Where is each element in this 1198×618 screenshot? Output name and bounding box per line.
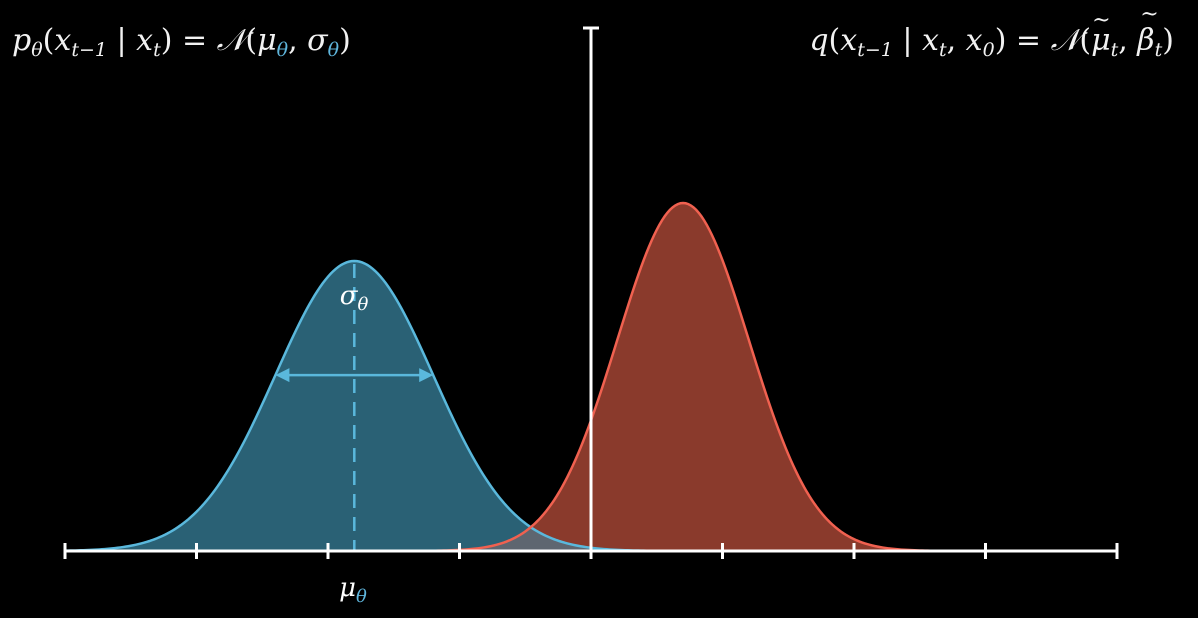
formula-beta-tilde-subscript: t bbox=[1154, 39, 1163, 61]
formula-q-x-prev-subscript: t−1 bbox=[857, 39, 893, 61]
formula-q-x-zero-subscript: 0 bbox=[982, 39, 995, 61]
formula-q-x-t: x bbox=[922, 23, 939, 58]
formula-q: q(xt−1 | xt, x0) = 𝒩(μt, βt) bbox=[809, 4, 1174, 60]
formula-mu: μ bbox=[257, 23, 277, 58]
arrow-left-head bbox=[275, 368, 290, 383]
formula-mu-tilde-subscript: t bbox=[1110, 39, 1119, 61]
formula-p-symbol: p bbox=[12, 23, 32, 58]
formula-x-prev: x bbox=[54, 23, 72, 58]
formula-q-x-t-subscript: t bbox=[938, 39, 947, 61]
formula-sigma: σ bbox=[307, 23, 328, 58]
formula-q-symbol: q bbox=[809, 23, 829, 58]
formula-x-t: x bbox=[136, 23, 154, 58]
formula-beta-tilde: β bbox=[1137, 4, 1159, 56]
formula-q-x-zero: x bbox=[965, 23, 983, 58]
formula-p-subscript: θ bbox=[31, 39, 43, 61]
formula-q-normal-symbol: 𝒩 bbox=[1050, 23, 1080, 58]
formula-mu-subscript: θ bbox=[276, 39, 289, 61]
formula-normal-symbol: 𝒩 bbox=[216, 23, 246, 58]
sigma-theta-width-arrow bbox=[275, 368, 434, 383]
formula-p-theta: pθ(xt−1 | xt) = 𝒩(μθ, σθ) bbox=[12, 23, 351, 61]
sigma-theta-label: σθ bbox=[340, 281, 369, 315]
formula-q-x-prev: x bbox=[840, 23, 858, 58]
p-theta-area bbox=[65, 261, 1117, 551]
formula-x-prev-subscript: t−1 bbox=[71, 39, 107, 61]
formula-mu-tilde: μ bbox=[1091, 10, 1111, 56]
mu-theta-label: μθ bbox=[339, 573, 367, 607]
arrow-right-head bbox=[419, 368, 434, 383]
formula-sigma-subscript: θ bbox=[327, 39, 340, 61]
formula-x-t-subscript: t bbox=[153, 39, 161, 61]
